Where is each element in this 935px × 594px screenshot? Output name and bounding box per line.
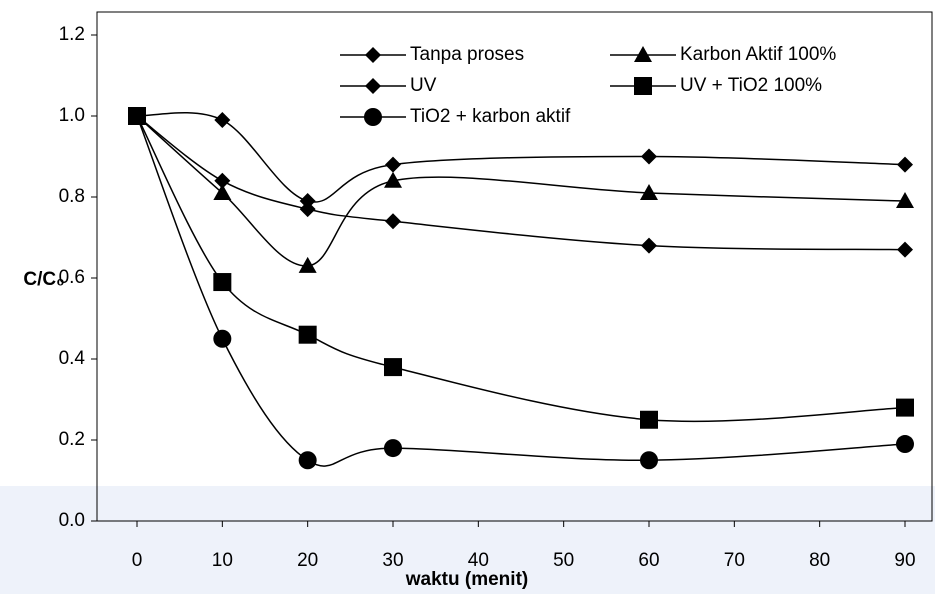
- legend-marker: [634, 46, 652, 62]
- y-tick-label: 0.6: [59, 267, 85, 288]
- marker: [384, 439, 402, 458]
- plot-frame: [96, 11, 933, 522]
- y-tick-label: 0.8: [59, 186, 85, 207]
- x-tick-label: 90: [894, 550, 915, 571]
- x-tick-label: 30: [382, 550, 403, 571]
- x-tick-label: 10: [212, 550, 233, 571]
- marker: [640, 410, 658, 429]
- marker: [896, 192, 914, 209]
- marker: [896, 435, 914, 454]
- background-band: [0, 486, 935, 594]
- marker: [298, 256, 317, 273]
- x-tick-label: 50: [553, 550, 574, 571]
- marker: [299, 193, 316, 210]
- legend-label: Karbon Aktif 100%: [680, 44, 836, 65]
- marker: [214, 172, 231, 189]
- marker: [298, 451, 317, 470]
- marker: [641, 148, 657, 165]
- marker: [213, 329, 232, 348]
- marker: [385, 156, 401, 173]
- x-tick-label: 0: [132, 550, 143, 571]
- legend-marker: [634, 77, 652, 95]
- x-tick-label: 80: [809, 550, 830, 571]
- x-tick-label: 20: [297, 550, 318, 571]
- x-axis-label: waktu (menit): [405, 569, 528, 590]
- legend-label: UV + TiO2 100%: [680, 75, 822, 96]
- marker: [896, 398, 914, 417]
- marker: [214, 112, 231, 129]
- marker: [385, 213, 401, 230]
- y-axis-label: C/C₀: [23, 269, 64, 290]
- marker: [640, 451, 658, 470]
- y-tick-label: 1.0: [59, 105, 85, 126]
- y-tick-label: 1.2: [59, 24, 85, 45]
- y-tick-label: 0.2: [59, 429, 85, 450]
- legend-label: UV: [410, 75, 437, 96]
- y-tick-label: 0.0: [59, 510, 85, 531]
- legend-marker: [364, 108, 382, 126]
- marker: [641, 237, 657, 254]
- marker: [897, 156, 913, 173]
- marker: [299, 201, 316, 218]
- marker: [384, 358, 402, 377]
- marker: [384, 171, 402, 188]
- x-tick-label: 40: [468, 550, 489, 571]
- marker: [298, 325, 317, 344]
- marker: [897, 241, 913, 258]
- legend-marker: [365, 47, 381, 63]
- legend-marker: [365, 78, 381, 94]
- series-line: [136, 115, 906, 467]
- marker: [213, 183, 232, 200]
- x-tick-label: 60: [638, 550, 659, 571]
- x-tick-label: 70: [724, 550, 745, 571]
- marker: [640, 183, 658, 200]
- marker: [128, 107, 146, 125]
- legend-label: Tanpa proses: [410, 44, 524, 65]
- legend-label: TiO2 + karbon aktif: [410, 106, 571, 127]
- y-tick-label: 0.4: [59, 348, 86, 369]
- marker: [213, 273, 232, 292]
